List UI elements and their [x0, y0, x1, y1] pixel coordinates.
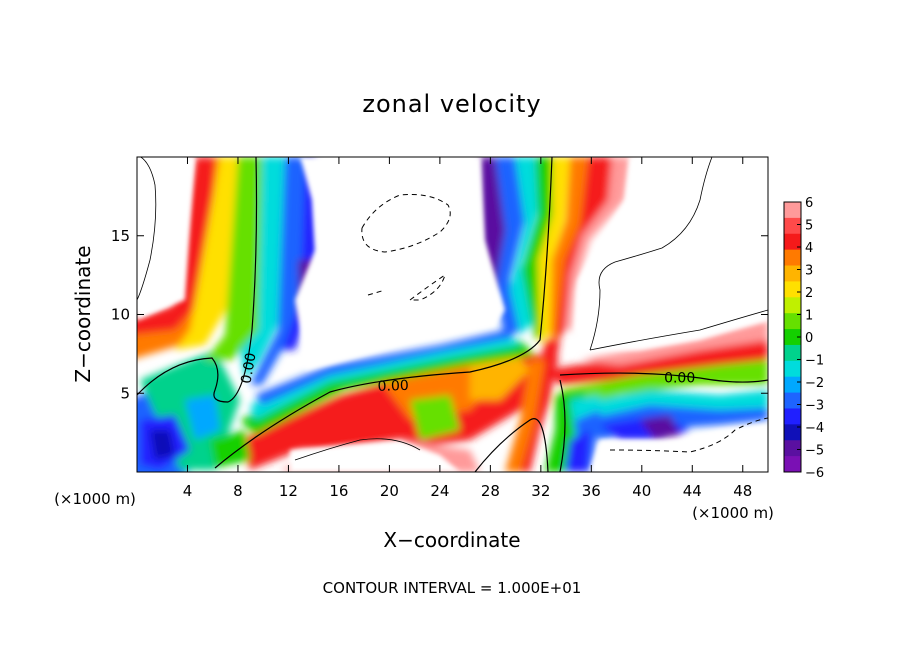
colorbar-tick-label: −3 [805, 399, 824, 414]
x-tick-label: 12 [279, 482, 298, 500]
y-axis-label: Z−coordinate [71, 245, 95, 382]
x-tick-label: 40 [632, 482, 651, 500]
colorbar-swatch [784, 344, 801, 362]
colorbar-tick-label: 0 [805, 331, 813, 346]
colorbar-swatch [784, 456, 801, 473]
x-tick-label: 24 [430, 482, 449, 500]
colorbar-tick-label: 4 [805, 241, 813, 256]
colorbar-tick-label: 6 [805, 196, 813, 211]
x-tick-label: 28 [481, 482, 500, 500]
colorbar-tick-label: −6 [805, 466, 824, 481]
colorbar-tick-label: −4 [805, 421, 824, 436]
colorbar-tick-label: 2 [805, 286, 813, 301]
colorbar-swatch [784, 233, 801, 251]
colorbar-tick-label: 5 [805, 219, 813, 234]
contour-label: 0.00 [238, 351, 259, 384]
colorbar-tick-label: −1 [805, 354, 824, 369]
velocity-field: 0.00 0.00 0.00 [137, 157, 768, 472]
colorbar-swatch [784, 392, 801, 409]
colorbar-tick-label: −2 [805, 376, 824, 391]
x-units-left: (×1000 m) [54, 490, 136, 508]
chart-title: zonal velocity [362, 90, 541, 118]
colorbar-swatch [784, 297, 801, 314]
contour-lines [137, 157, 768, 472]
colorbar-swatch [784, 360, 801, 378]
colorbar-tick-label: 3 [805, 264, 813, 279]
x-tick-label: 16 [329, 482, 348, 500]
colorbar-swatch [784, 217, 801, 235]
x-tick-label: 36 [582, 482, 601, 500]
colorbar-swatch [784, 440, 801, 457]
colorbar-swatch [784, 313, 801, 330]
colorbar-swatch [784, 249, 801, 267]
colorbar-swatch [784, 265, 801, 282]
x-tick-label: 4 [183, 482, 193, 500]
contour-interval-note: CONTOUR INTERVAL = 1.000E+01 [323, 579, 582, 597]
colorbar-swatch [784, 376, 801, 394]
y-tick-label: 5 [120, 384, 130, 402]
x-tick-label: 44 [683, 482, 702, 500]
x-tick-label: 32 [531, 482, 550, 500]
x-tick-label: 8 [233, 482, 243, 500]
x-tick-label: 20 [380, 482, 399, 500]
colorbar-tick-label: 1 [805, 309, 813, 324]
x-axis-label: X−coordinate [383, 528, 520, 552]
x-units-right: (×1000 m) [692, 504, 774, 522]
colorbar-swatch [784, 202, 801, 219]
contour-label: 0.00 [664, 371, 695, 387]
colorbar-tick-label: −5 [805, 444, 824, 459]
y-tick-label: 15 [111, 227, 130, 245]
colorbar: 6 5 4 3 2 1 0 −1 −2 −3 −4 −5 −6 [783, 196, 824, 481]
x-tick-label: 48 [733, 482, 752, 500]
contour-label: 0.00 [377, 378, 409, 395]
colorbar-swatch [784, 408, 801, 425]
colorbar-swatch [784, 281, 801, 298]
colorbar-swatch [784, 329, 801, 346]
negative-contour-lines [361, 194, 768, 453]
y-tick-label: 10 [111, 306, 130, 324]
colorbar-swatch [784, 424, 801, 441]
